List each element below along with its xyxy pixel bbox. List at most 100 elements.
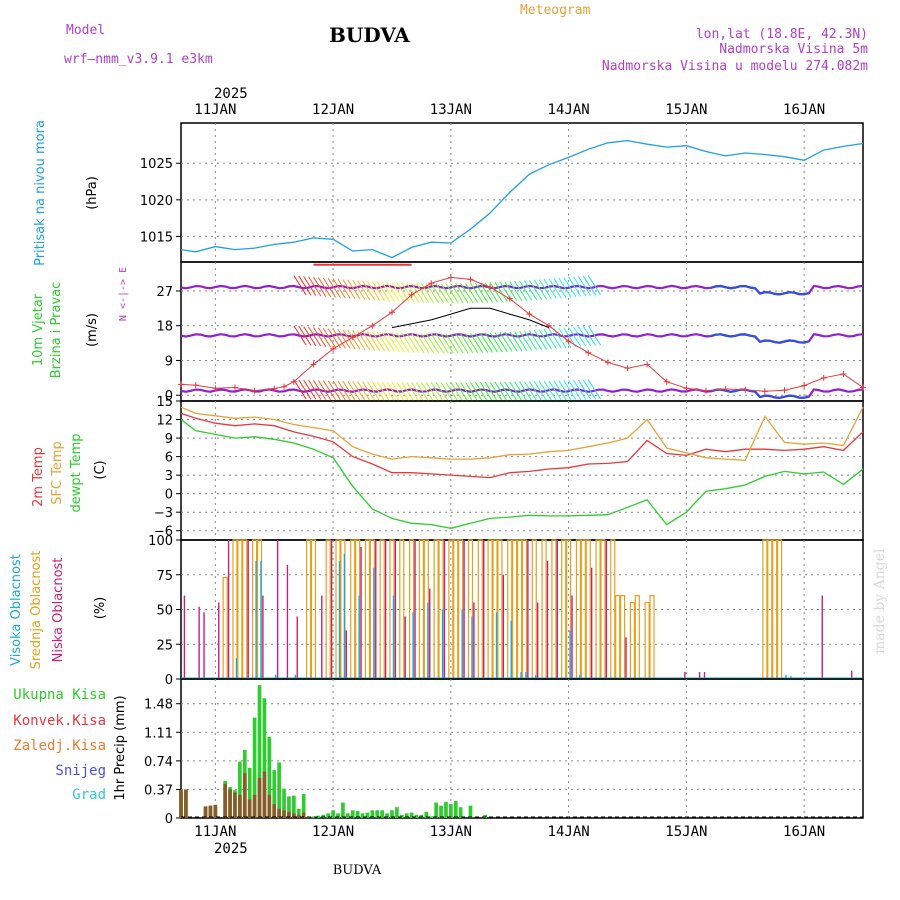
precip-total-bar [419, 814, 424, 818]
wind-hatch-line [317, 277, 332, 298]
y-tick-label: 75 [156, 569, 173, 584]
wind-direction-band-blue [710, 284, 810, 296]
precip-convective-bar [272, 804, 277, 818]
wind-hatch-line [455, 283, 469, 304]
precip-total-bar [355, 811, 360, 818]
y-tick-label: 9 [165, 354, 173, 369]
precip-total-bar [311, 816, 316, 818]
wind-hatch-line [367, 381, 381, 402]
wind-direction-band-blue [710, 333, 810, 344]
wind-hatch-line [420, 333, 435, 354]
precip-total-bar [282, 788, 286, 818]
wind-speed-marker [702, 387, 709, 394]
wind-speed-marker [349, 334, 356, 341]
wind-hatch-line [514, 331, 528, 352]
wind-hatch-line [381, 381, 395, 402]
wind-hatch-line [406, 333, 420, 353]
cloud-bar-mid [467, 539, 474, 679]
wind-hatch-line [313, 327, 327, 347]
cloud-bar-mid [619, 595, 626, 679]
precip-convective-bar [257, 777, 262, 818]
wind-direction-band-blue [710, 388, 810, 400]
wind-hatch-line [489, 282, 503, 303]
wind-hatch-line [322, 380, 336, 401]
top-date-label: 15JAN [665, 102, 707, 118]
precip-total-bar [409, 812, 414, 818]
wind-hatch-line [416, 283, 430, 303]
wind-hatch-line [509, 331, 523, 352]
y-tick-label: 18 [156, 320, 173, 335]
wind-panel: 0 9 18 27 [156, 261, 866, 404]
precip-total-bar [424, 811, 429, 818]
wind-hatch-line [298, 275, 312, 296]
temp-2m-line [180, 412, 864, 479]
wind-hatch-line [528, 381, 543, 401]
wind-hatch-line [553, 328, 567, 349]
wind-speed-marker [663, 378, 670, 385]
wind-hatch-line [587, 275, 601, 296]
wind-hatch-line [578, 326, 592, 347]
cloud-bar-mid [767, 539, 773, 679]
precip-convective-bar [184, 789, 188, 818]
precip-panel: 0 0.37 0.74 1.11 1.48 [144, 678, 864, 827]
wind-speed-marker [545, 322, 552, 329]
y-tick-label: 1020 [140, 194, 173, 209]
wind-hatch-line [430, 333, 444, 354]
wind-hatch-line [391, 332, 405, 353]
y-tick-label: 0 [165, 673, 173, 688]
precip-total-bar [316, 815, 321, 818]
wind-speed-marker [192, 382, 199, 389]
wind-hatch-line [416, 382, 430, 402]
precip-total-bar [277, 762, 281, 818]
bottom-date-label: 13JAN [430, 824, 472, 840]
wind-hatch-line [401, 381, 415, 402]
wind-hatch-line [563, 380, 577, 401]
wind-hatch-line [538, 380, 552, 401]
wind-hatch-line [430, 382, 444, 403]
wind-hatch-line [519, 381, 533, 402]
cloud-bar-mid [776, 539, 783, 679]
wind-speed-marker [801, 382, 808, 389]
wind-hatch-line [455, 382, 469, 403]
temp-unit: (C) [93, 460, 108, 479]
wind-hatch-line [524, 330, 538, 351]
wind-hatch-line [504, 381, 518, 402]
wind-hatch-line [371, 331, 386, 352]
wind-hatch-line [479, 381, 493, 402]
wind-hatch-line [342, 380, 356, 401]
wind-speed-marker [604, 359, 611, 366]
precip-total-bar [483, 814, 488, 818]
wind-speed-marker [231, 384, 238, 391]
wind-speed-marker [565, 338, 572, 345]
wind-hatch-line [524, 280, 538, 301]
y-tick-label: 1015 [140, 230, 173, 245]
precip-total-bar [453, 801, 458, 818]
wind-hatch-line [558, 380, 572, 401]
precip-convective-bar [292, 813, 296, 818]
model-name: wrf—nmm_v3.9.1 e3km [64, 52, 213, 67]
temp-label-sfc: SFC Temp [50, 441, 65, 505]
cloud-bar-mid [566, 539, 572, 679]
temperature-panel: −6 −3 0 3 6 9 12 15 [154, 395, 864, 541]
wind-hatch-line [313, 380, 327, 400]
precip-convective-bar [213, 804, 218, 818]
wind-hatch-line [391, 381, 405, 402]
wind-hatch-line [548, 380, 562, 401]
wind-hatch-line [425, 283, 440, 304]
wind-hatch-line [582, 325, 597, 346]
top-date-label: 13JAN [430, 102, 472, 118]
cloud-bar-mid [497, 539, 503, 679]
wind-speed-marker [369, 322, 376, 329]
wind-hatch-line [411, 333, 425, 353]
wind-hatch-line [362, 330, 376, 351]
wind-hatch-line [504, 331, 518, 352]
precip-convective-bar [242, 773, 247, 818]
precip-legend-item: Snijeg [55, 763, 106, 779]
wind-hatch-line [455, 333, 469, 354]
pressure-unit: (hPa) [85, 176, 100, 210]
wind-hatch-line [332, 278, 346, 299]
cloud-label-high: Visoka Oblacnost [9, 554, 24, 666]
bottom-date-label: 14JAN [548, 824, 590, 840]
wind-hatch-line [303, 326, 317, 347]
wind-hatch-line [509, 281, 523, 302]
